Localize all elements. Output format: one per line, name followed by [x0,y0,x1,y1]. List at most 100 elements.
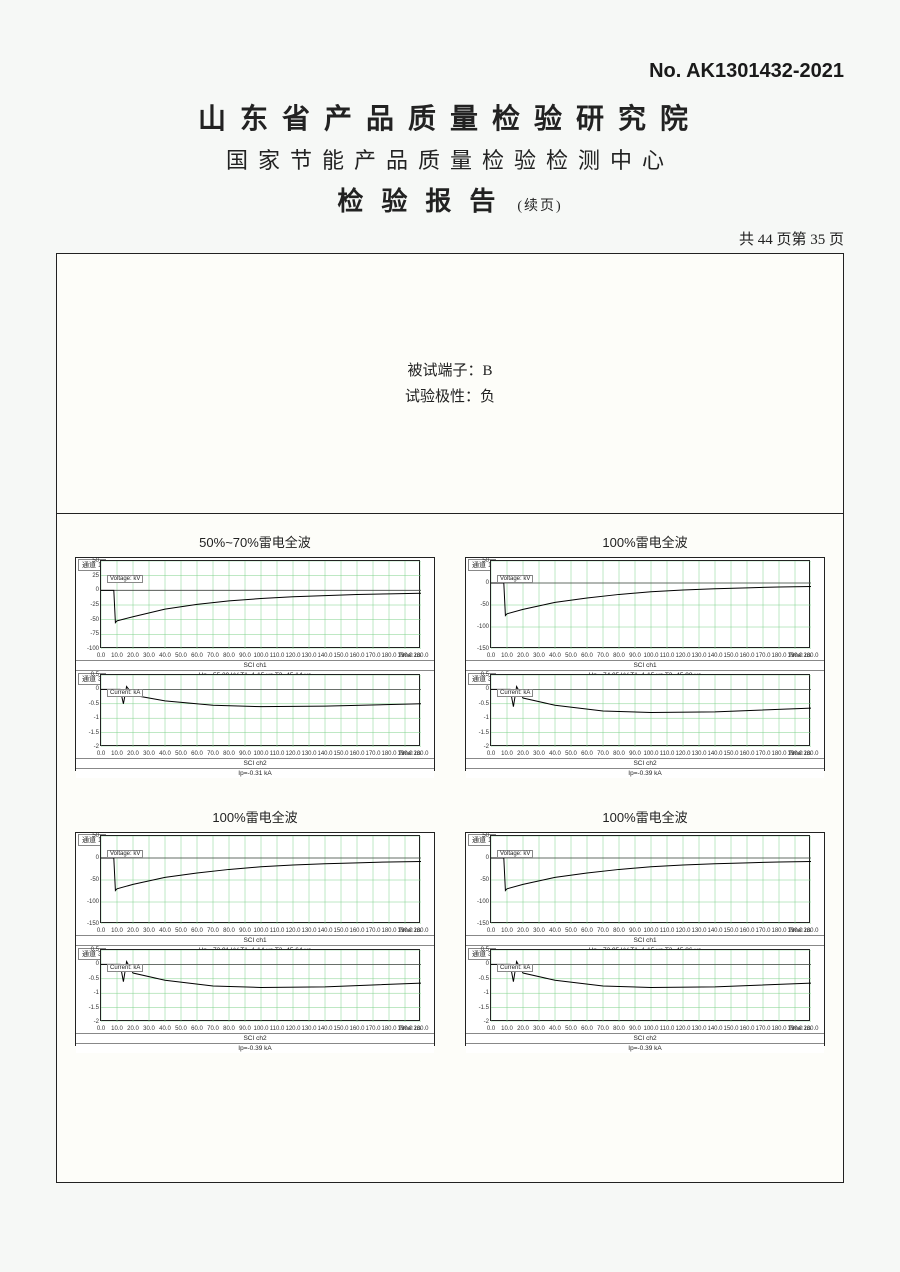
subchart-footer-1: SCI ch2 [76,1033,434,1043]
report-title-main: 检验报告 [337,187,513,216]
y-tick: -1.5 [89,1005,99,1011]
x-axis-label: Time: us [788,751,811,757]
x-tick: 20.0 [127,1026,139,1032]
x-tick: 30.0 [533,1026,545,1032]
chart-title: 50%~70%雷电全波 [199,532,311,551]
y-tick: -50 [480,877,489,883]
chart-block-0: 50%~70%雷电全波通道 1High-8100% LI kV50250-25-… [69,532,441,771]
y-tick: 50 [482,833,489,839]
x-tick: 160.0 [349,751,364,757]
subchart: 通道 1High-8100% LI kV500-50-100-1500.010.… [76,833,434,947]
y-tick: 0 [486,580,489,586]
x-tick: 10.0 [111,653,123,659]
y-tick: -25 [90,602,99,608]
y-tick: -1.5 [89,730,99,736]
x-tick: 170.0 [755,1026,770,1032]
plot-area: 50250-25-50-75-1000.010.020.030.040.050.… [100,560,420,648]
x-axis-label: Time: us [398,751,421,757]
y-tick: -1 [94,715,99,721]
y-tick: -150 [477,921,489,927]
x-tick: 130.0 [691,653,706,659]
org-title-2: 国家节能产品质量检验检测中心 [56,143,844,175]
x-tick: 170.0 [755,751,770,757]
inner-label: Voltage: kV [497,575,533,583]
x-tick: 110.0 [660,653,675,659]
inner-label: Current: kA [107,689,143,697]
x-tick: 110.0 [270,653,285,659]
y-tick: -0.5 [479,976,489,982]
x-tick: 50.0 [565,653,577,659]
x-tick: 170.0 [365,1026,380,1032]
x-tick: 180.0 [381,1026,396,1032]
x-tick: 60.0 [191,653,203,659]
x-tick: 100.0 [253,751,268,757]
y-tick: 50 [482,558,489,564]
plot-area: 0.50-0.5-1-1.5-20.010.020.030.040.050.06… [490,949,810,1021]
subchart-footer-2: Ip=-0.39 kA [466,768,824,778]
x-tick: 40.0 [549,1026,561,1032]
x-tick: 40.0 [549,653,561,659]
x-tick: 20.0 [127,751,139,757]
x-tick: 0.0 [97,653,105,659]
x-axis-label: Time: us [398,1026,421,1032]
x-tick: 30.0 [533,928,545,934]
y-tick: 50 [92,558,99,564]
test-info-cell: 被试端子：B 试验极性：负 [57,254,843,514]
x-tick: 40.0 [159,928,171,934]
x-tick: 10.0 [111,1026,123,1032]
inner-label: Voltage: kV [107,850,143,858]
x-tick: 120.0 [675,1026,690,1032]
x-tick: 120.0 [285,1026,300,1032]
subchart-footer-2: Ip=-0.39 kA [76,1043,434,1053]
subchart: 通道 3High-8100% Current0.50-0.5-1-1.5-20.… [76,947,434,1045]
chart-block-3: 100%雷电全波通道 1High-8100% LI kV500-50-100-1… [459,807,831,1046]
y-tick: -100 [477,899,489,905]
x-tick: 20.0 [517,653,529,659]
x-tick: 80.0 [613,653,625,659]
chart-title: 100%雷电全波 [602,532,687,551]
x-tick: 0.0 [97,751,105,757]
x-tick: 70.0 [207,1026,219,1032]
x-tick: 40.0 [159,1026,171,1032]
x-tick: 160.0 [349,928,364,934]
x-tick: 0.0 [487,653,495,659]
subchart-footer-1: SCI ch2 [466,758,824,768]
x-tick: 70.0 [597,928,609,934]
x-tick: 30.0 [143,1026,155,1032]
y-tick: -1 [484,715,489,721]
x-tick: 0.0 [487,1026,495,1032]
plot-area: 0.50-0.5-1-1.5-20.010.020.030.040.050.06… [490,674,810,746]
inner-label: Voltage: kV [497,850,533,858]
x-tick: 80.0 [613,751,625,757]
subchart-footer-2: Ip=-0.39 kA [466,1043,824,1053]
y-tick: 0 [96,855,99,861]
x-tick: 90.0 [629,751,641,757]
x-tick: 10.0 [501,1026,513,1032]
x-tick: 180.0 [381,653,396,659]
y-tick: -100 [87,899,99,905]
oscilloscope-panel: 通道 1High-8100% LI kV500-50-100-1500.010.… [75,832,435,1046]
x-tick: 120.0 [675,653,690,659]
x-tick: 100.0 [643,928,658,934]
x-tick: 60.0 [191,928,203,934]
x-tick: 0.0 [97,928,105,934]
x-tick: 160.0 [739,751,754,757]
subchart: 通道 3High-8100% Current0.50-0.5-1-1.5-20.… [466,947,824,1045]
x-tick: 120.0 [285,653,300,659]
x-tick: 150.0 [723,928,738,934]
plot-area: 0.50-0.5-1-1.5-20.010.020.030.040.050.06… [100,949,420,1021]
x-tick: 90.0 [629,653,641,659]
x-tick: 50.0 [175,751,187,757]
x-tick: 140.0 [707,751,722,757]
x-tick: 130.0 [301,1026,316,1032]
x-tick: 160.0 [739,1026,754,1032]
x-tick: 160.0 [349,1026,364,1032]
chart-block-1: 100%雷电全波通道 1High-8100% LI kV500-50-100-1… [459,532,831,771]
oscilloscope-panel: 通道 1High-8100% LI kV500-50-100-1500.010.… [465,557,825,771]
x-tick: 70.0 [207,653,219,659]
x-tick: 140.0 [317,928,332,934]
x-tick: 130.0 [691,928,706,934]
plot-area: 500-50-100-1500.010.020.030.040.050.060.… [100,835,420,923]
y-tick: -100 [87,646,99,652]
x-tick: 170.0 [755,653,770,659]
